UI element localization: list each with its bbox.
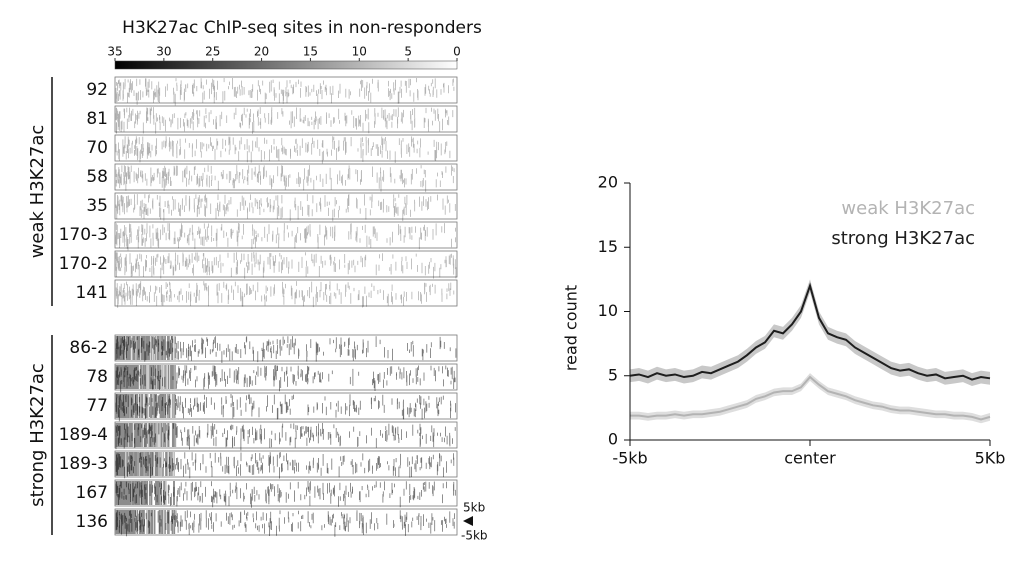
colorbar-tick-label: 20 xyxy=(254,45,269,59)
center-arrow xyxy=(463,516,473,526)
heatmap-texture xyxy=(115,481,456,508)
row-label: 92 xyxy=(86,80,108,100)
heatmap-row xyxy=(114,363,458,393)
heatmap-texture xyxy=(115,423,456,451)
y-tick-label: 10 xyxy=(598,301,618,320)
row-label: 189-3 xyxy=(59,454,108,474)
y-tick-label: 5 xyxy=(608,365,618,384)
group-label: weak H3K27ac xyxy=(27,125,48,259)
heatmap-texture xyxy=(115,394,456,422)
colorbar-tick-label: 5 xyxy=(404,45,412,59)
heatmap-row xyxy=(114,334,458,363)
row-label: 189-4 xyxy=(59,425,108,445)
series-line xyxy=(629,282,991,381)
heatmap-row-frame xyxy=(114,250,458,278)
row-label: 81 xyxy=(86,109,108,129)
heatmap-row xyxy=(114,134,458,164)
heatmap-texture xyxy=(115,423,177,447)
error-band xyxy=(630,279,990,387)
heatmap-row xyxy=(114,450,458,479)
heatmap-texture xyxy=(115,510,455,537)
heatmap-texture xyxy=(115,223,456,251)
heatmap-texture xyxy=(115,452,175,476)
heatmap-row xyxy=(114,76,458,106)
heatmap-texture xyxy=(115,481,175,505)
group-label: strong H3K27ac xyxy=(27,363,48,507)
row-label: 167 xyxy=(76,483,108,503)
row-label: 136 xyxy=(76,512,108,532)
heatmap-texture xyxy=(115,365,456,393)
colorbar-tick-label: 35 xyxy=(107,45,122,59)
row-label: 77 xyxy=(86,396,108,416)
heatmap-row-frame xyxy=(114,134,458,162)
heatmap-texture xyxy=(115,281,455,308)
x-tick-label: 5Kb xyxy=(975,449,1006,468)
heatmap-texture xyxy=(115,136,451,164)
row-label: 35 xyxy=(86,196,108,216)
heatmap-texture xyxy=(115,336,176,360)
heatmap-row xyxy=(114,392,458,422)
y-axis-label: read count xyxy=(562,285,581,371)
row-label: 170-2 xyxy=(59,254,108,274)
heatmap-row xyxy=(114,221,458,251)
heatmap-row-frame xyxy=(114,76,458,104)
heatmap-row xyxy=(114,421,458,451)
colorbar-tick-label: 10 xyxy=(352,45,367,59)
y-tick-label: 0 xyxy=(608,430,618,449)
colorbar-tick-label: 25 xyxy=(205,45,220,59)
heatmap-texture xyxy=(115,365,176,389)
heatmap-row-frame xyxy=(114,105,458,133)
legend-entry: strong H3K27ac xyxy=(831,228,975,249)
row-label: 86-2 xyxy=(69,338,108,358)
heatmap-texture xyxy=(115,510,176,534)
heatmap-row xyxy=(114,163,458,193)
row-label: 78 xyxy=(86,367,108,387)
y-tick-label: 20 xyxy=(598,173,618,192)
heatmap-texture xyxy=(115,452,455,479)
heatmap-row xyxy=(114,105,458,134)
heatmap-row-frame xyxy=(114,163,458,191)
heatmap-row xyxy=(114,508,458,537)
heatmap-row xyxy=(114,479,458,508)
colorbar-tick-label: 15 xyxy=(303,45,318,59)
heatmap-row-frame xyxy=(114,334,458,362)
legend-entry: weak H3K27ac xyxy=(841,198,975,219)
heatmap-row-frame xyxy=(114,221,458,249)
annotation: 5kb xyxy=(463,501,485,515)
colorbar-tick-label: 30 xyxy=(156,45,171,59)
heatmap-row xyxy=(114,250,458,279)
row-label: 58 xyxy=(86,167,108,187)
heatmap-texture xyxy=(115,107,454,134)
heatmap-texture xyxy=(115,194,456,222)
x-tick-label: center xyxy=(784,449,836,468)
y-tick-label: 15 xyxy=(598,237,618,256)
heatmap-row-frame xyxy=(114,363,458,391)
heatmap-row xyxy=(114,279,458,308)
heatmap-texture xyxy=(115,78,455,106)
row-label: 170-3 xyxy=(59,225,108,245)
row-label: 70 xyxy=(86,138,108,158)
heatmap-texture xyxy=(115,252,457,279)
heatmap-texture xyxy=(115,394,176,418)
heatmap-row-frame xyxy=(114,279,458,307)
colorbar xyxy=(114,60,458,70)
annotation: -5kb xyxy=(461,529,488,543)
colorbar-tick-label: 0 xyxy=(453,45,461,59)
heatmap-texture xyxy=(115,165,455,193)
x-tick-label: -5kb xyxy=(612,449,647,468)
series-line xyxy=(630,375,991,421)
row-label: 141 xyxy=(76,283,108,303)
heatmap-title: H3K27ac ChIP-seq sites in non-responders xyxy=(122,18,482,38)
heatmap-row xyxy=(114,192,458,222)
heatmap-texture xyxy=(115,336,457,363)
heatmap-row-frame xyxy=(114,192,458,220)
